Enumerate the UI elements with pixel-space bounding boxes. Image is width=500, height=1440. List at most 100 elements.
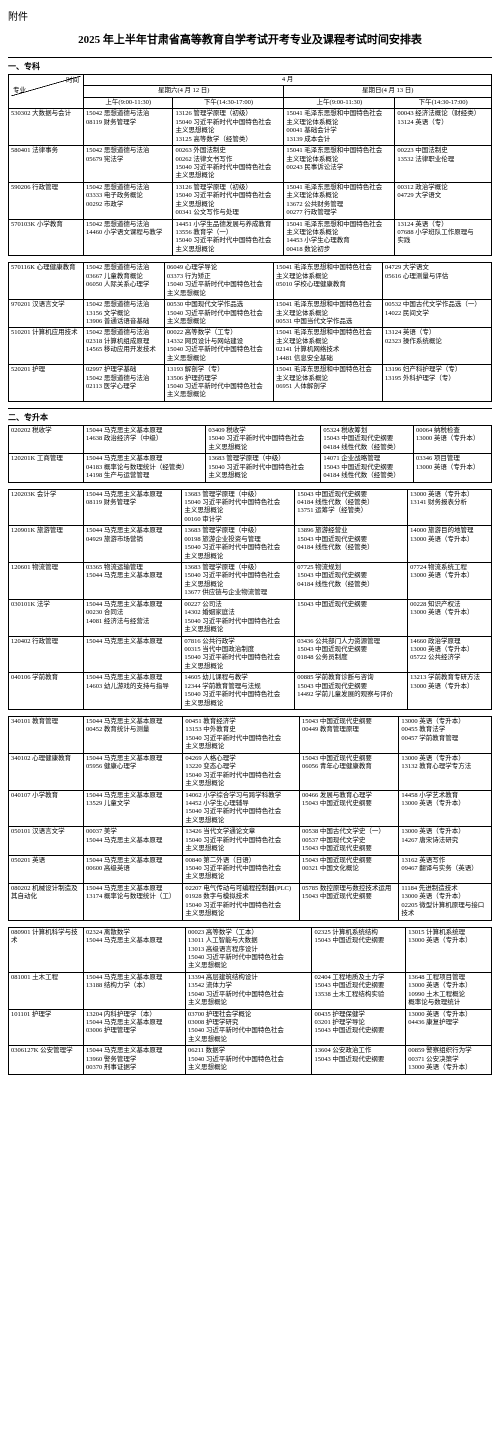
course-cell: 00885 学前教育诊断与咨询15043 中国近现代史纲要14492 学前儿童发… — [295, 673, 408, 710]
course-cell: 13162 英语写作09467 翻译与实务（英语） — [399, 855, 492, 883]
course-cell: 14458 小学艺术教育13000 英语（专升本） — [399, 790, 492, 827]
course-cell: 02325 计算机系统结构15043 中国近现代史纲要 — [312, 927, 406, 972]
course-cell: 15042 思想道德与法治05679 宪法学 — [84, 146, 173, 183]
course-cell: 06211 数据学15040 习近平新时代中国特色社会主义思想概论 — [186, 1046, 312, 1074]
course-cell: 15042 思想道德与法治03333 电子政务概论00292 市政学 — [84, 182, 173, 219]
major-cell: 530302 大数据与会计 — [9, 109, 84, 146]
course-cell: 15041 毛泽东思想和中国特色社会主义理论体系概论00041 基础会计学131… — [284, 109, 395, 146]
course-cell: 07724 物流系统工程13000 英语（专升本） — [408, 563, 492, 600]
course-cell: 00227 公司法14302 婚姻家庭法15040 习近平新时代中国特色社会主义… — [182, 599, 295, 636]
course-cell: 13648 工程项目管理13000 英语（专升本）10990 土木工程概论概率论… — [406, 972, 492, 1009]
hdr-time: 时间 — [66, 77, 79, 85]
course-cell: 13124 英语（专）07688 小学班队工作原理与实践 — [395, 219, 492, 256]
hdr-pm: 下午(14:30-17:00) — [173, 97, 284, 108]
course-cell: 14605 幼儿课程与教学12344 学前教育管理与法规15040 习近平新时代… — [182, 673, 295, 710]
course-cell: 15043 中国近现代史纲要06056 青年心理健康教育 — [299, 753, 398, 790]
course-cell: 15044 马克思主义基本原理00452 教育统计与测量 — [84, 717, 183, 754]
section-2-heading: 二、专升本 — [8, 408, 492, 423]
major-cell: 570116K 心理健康教育 — [9, 263, 84, 300]
course-cell: 03365 物流运输管理15044 马克思主义基本原理 — [84, 563, 182, 600]
course-cell: 02207 电气传动与可编程控制器(PLC)01928 数字与模拟技术15040… — [183, 883, 300, 920]
course-cell: 13126 管理学原理（初级）15040 习近平新时代中国特色社会主义思想概论0… — [173, 182, 284, 219]
course-cell: 13204 内科护理学（本）15044 马克思主义基本原理03006 护理管理学 — [84, 1009, 186, 1046]
course-cell: 15044 马克思主义基本原理13960 警务管理学00370 刑事证据学 — [84, 1046, 186, 1074]
schedule-table: 120203K 会计学15044 马克思主义基本原理08119 财务管理学136… — [8, 489, 492, 711]
course-cell: 15044 马克思主义基本原理00230 合同法14081 经济法与经营法 — [84, 599, 182, 636]
course-cell: 05324 税收筹划15043 中国近现代史纲要04184 线性代数（经管类） — [321, 425, 414, 453]
major-cell: 590206 行政管理 — [9, 182, 84, 219]
schedule-table: 020202 税收学15044 马克思主义基本原理14638 政治经济学（中级）… — [8, 425, 492, 483]
course-cell: 15041 毛泽东思想和中国特色社会主义理论体系概论05010 学校心理健康教育 — [273, 263, 382, 300]
course-cell: 00538 中国古代文学史（一）00537 中国现代文学史15043 中国近现代… — [299, 827, 398, 855]
hdr-am2: 上午(9:00-11:30) — [284, 97, 395, 108]
course-cell: 13196 妇产科护理学（专）13195 外科护理学（专） — [382, 365, 491, 402]
major-cell: 120601 物流管理 — [9, 563, 84, 600]
major-cell: 120201K 工商管理 — [9, 454, 84, 482]
hdr-am: 上午(9:00-11:30) — [84, 97, 173, 108]
course-cell: 15041 毛泽东思想和中国特色社会主义理论体系概论06951 人体解剖学 — [273, 365, 382, 402]
course-cell: 15044 马克思主义基本原理13188 结构力学（本） — [84, 972, 186, 1009]
course-cell: 00043 经济法概论（财经类）13124 英语（专） — [395, 109, 492, 146]
major-cell: 020202 税收学 — [9, 425, 84, 453]
major-cell: 050101 汉语言文学 — [9, 827, 84, 855]
course-cell: 00064 纳税检查13000 英语（专升本） — [414, 425, 492, 453]
course-cell: 00023 高等数学（工本）13011 人工智能与大数据13013 高级语言程序… — [186, 927, 312, 972]
course-cell: 00840 第二外语（日语）15040 习近平新时代中国特色社会主义思想概论 — [183, 855, 300, 883]
course-cell: 00530 中国现代文学作品选15040 习近平新时代中国特色社会主义思想概论 — [164, 300, 273, 328]
course-cell: 00859 警察组织行为学00371 公安决策学13000 英语（专升本） — [406, 1046, 492, 1074]
major-cell: 040106 学前教育 — [9, 673, 84, 710]
course-cell: 13000 英语（专升本）04436 康复护理学 — [406, 1009, 492, 1046]
major-cell: 120402 行政管理 — [9, 636, 84, 673]
major-cell: 580401 法律事务 — [9, 146, 84, 183]
course-cell: 03346 项目管理13000 英语（专升本） — [414, 454, 492, 482]
course-cell: 03409 税收学15040 习近平新时代中国特色社会主义思想概论 — [206, 425, 321, 453]
course-cell: 06049 心理学导论03373 行为矫正15040 习近平新时代中国特色社会主… — [164, 263, 273, 300]
course-cell: 13683 管理学原理（中级）00198 旅游企业投资与管理15040 习近平新… — [182, 526, 295, 563]
course-cell: 13683 管理学原理（中级）15040 习近平新时代中国特色社会主义思想概论0… — [182, 489, 295, 526]
major-cell: 120203K 会计学 — [9, 489, 84, 526]
major-cell: 570103K 小学教育 — [9, 219, 84, 256]
course-cell: 15042 思想道德与法治14460 小学语文课程与教学 — [84, 219, 173, 256]
course-cell: 13683 管理学原理（中级）15040 习近平新时代中国特色社会主义思想概论 — [206, 454, 321, 482]
course-cell: 13193 解剖学（专）13506 护理药理学15040 习近平新时代中国特色社… — [164, 365, 273, 402]
course-cell: 15044 马克思主义基本原理14603 幼儿游戏的支持与指导 — [84, 673, 182, 710]
attachment-label: 附件 — [8, 8, 492, 23]
course-cell: 02404 工程地质及土力学15043 中国近现代史纲要13538 土木工程结构… — [312, 972, 406, 1009]
course-cell: 00532 中国古代文学作品选（一）14022 民间文学 — [382, 300, 491, 328]
major-cell: 970201 汉语言文学 — [9, 300, 84, 328]
hdr-sat: 星期六(4 月 12 日) — [84, 86, 284, 97]
course-cell: 07725 物流规划15043 中国近现代史纲要04184 线性代数（经管类） — [295, 563, 408, 600]
course-cell: 15043 中国近现代史纲要00321 中国文化概论 — [299, 855, 398, 883]
course-cell: 15042 思想道德与法治03667 儿童教育概论06050 人际关系心理学 — [84, 263, 165, 300]
course-cell: 13000 英语（专升本）13132 教育心理学专方法 — [399, 753, 492, 790]
course-cell: 14000 旅游目的地管理13000 英语（专升本） — [408, 526, 492, 563]
hdr-pm2: 下午(14:30-17:00) — [395, 97, 492, 108]
major-cell: 510201 计算机应用技术 — [9, 328, 84, 365]
course-cell: 15043 中国近现代史纲要00449 教育管理原理 — [299, 717, 398, 754]
course-cell: 00435 护理保健学03201 护理学导论15043 中国近现代史纲要 — [312, 1009, 406, 1046]
major-cell: 340101 教育管理 — [9, 717, 84, 754]
course-cell: 00312 政治学概论04729 大学语文 — [395, 182, 492, 219]
schedule-table: 340101 教育管理15044 马克思主义基本原理00452 教育统计与测量0… — [8, 716, 492, 921]
schedule-table: 570116K 心理健康教育15042 思想道德与法治03667 儿童教育概论0… — [8, 262, 492, 402]
course-cell: 15041 毛泽东思想和中国特色社会主义理论体系概论00243 民事诉讼法学 — [284, 146, 395, 183]
hdr-month: 4 月 — [84, 75, 492, 86]
major-cell: 080901 计算机科学与技术 — [9, 927, 84, 972]
hdr-sun: 星期日(4 月 13 日) — [284, 86, 492, 97]
course-cell: 14062 小学综合学习与跨学科教学14452 小学生心理辅导15040 习近平… — [183, 790, 300, 827]
major-cell: 520201 护理 — [9, 365, 84, 402]
course-cell: 04729 大学语文05616 心理测量与评估 — [382, 263, 491, 300]
hdr-major: 专业 — [13, 87, 26, 95]
course-cell: 05785 数控原理与数控技术运用15043 中国近现代史纲要 — [299, 883, 398, 920]
course-cell: 15041 毛泽东思想和中国特色社会主义理论体系概论14453 小学生心理教育0… — [284, 219, 395, 256]
major-cell: 340102 心理健康教育 — [9, 753, 84, 790]
schedule-table: 080901 计算机科学与技术02324 离散数学15044 马克思主义基本原理… — [8, 927, 492, 1075]
course-cell: 13000 英语（专升本）14267 唐宋诗法研究 — [399, 827, 492, 855]
course-cell: 15044 马克思主义基本原理 — [84, 636, 182, 673]
course-cell: 13426 当代文学通论文章15040 习近平新时代中国特色社会主义思想概论 — [183, 827, 300, 855]
major-cell: 040107 小学教育 — [9, 790, 84, 827]
major-cell: 0306127K 公安管理学 — [9, 1046, 84, 1074]
course-cell: 07816 公共行政学00315 当代中国政治制度15040 习近平新时代中国特… — [182, 636, 295, 673]
major-cell: 120901K 旅游管理 — [9, 526, 84, 563]
course-cell: 13000 英语（专升本）00455 教育法学00457 学前教育管理 — [399, 717, 492, 754]
